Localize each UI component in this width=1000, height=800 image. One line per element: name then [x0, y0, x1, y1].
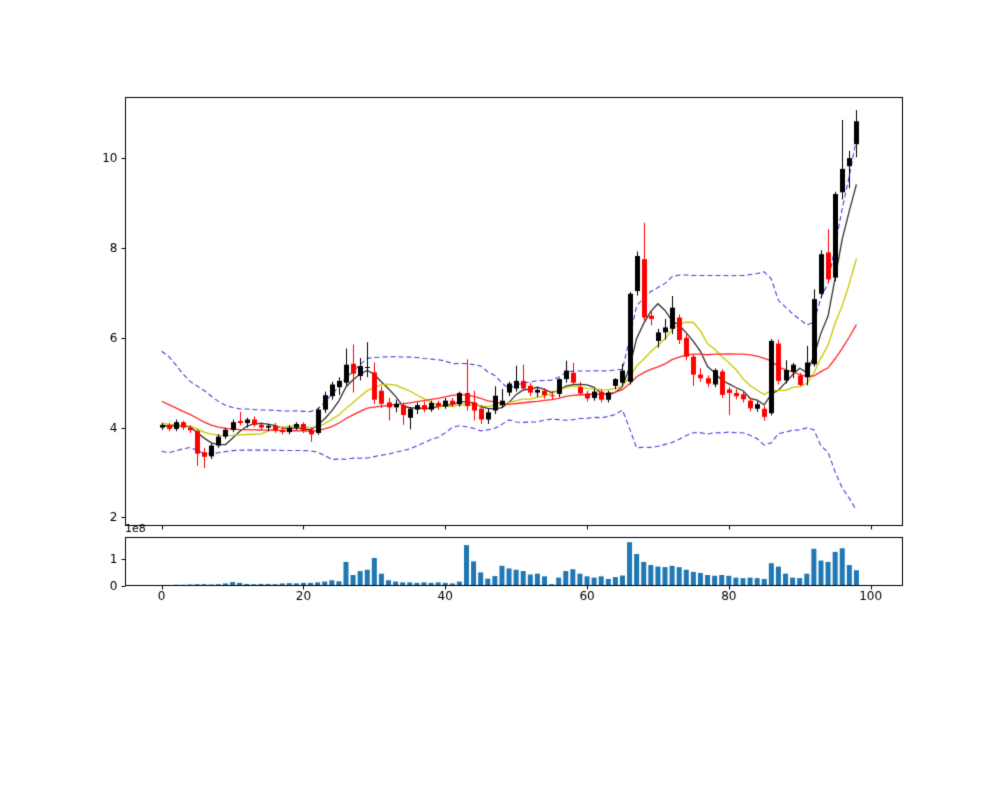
stock-chart-figure: 文教休闲 信隆健康 002105 流通3.69亿股 — [0, 0, 1000, 800]
kline-volume-chart-canvas — [0, 0, 1000, 800]
